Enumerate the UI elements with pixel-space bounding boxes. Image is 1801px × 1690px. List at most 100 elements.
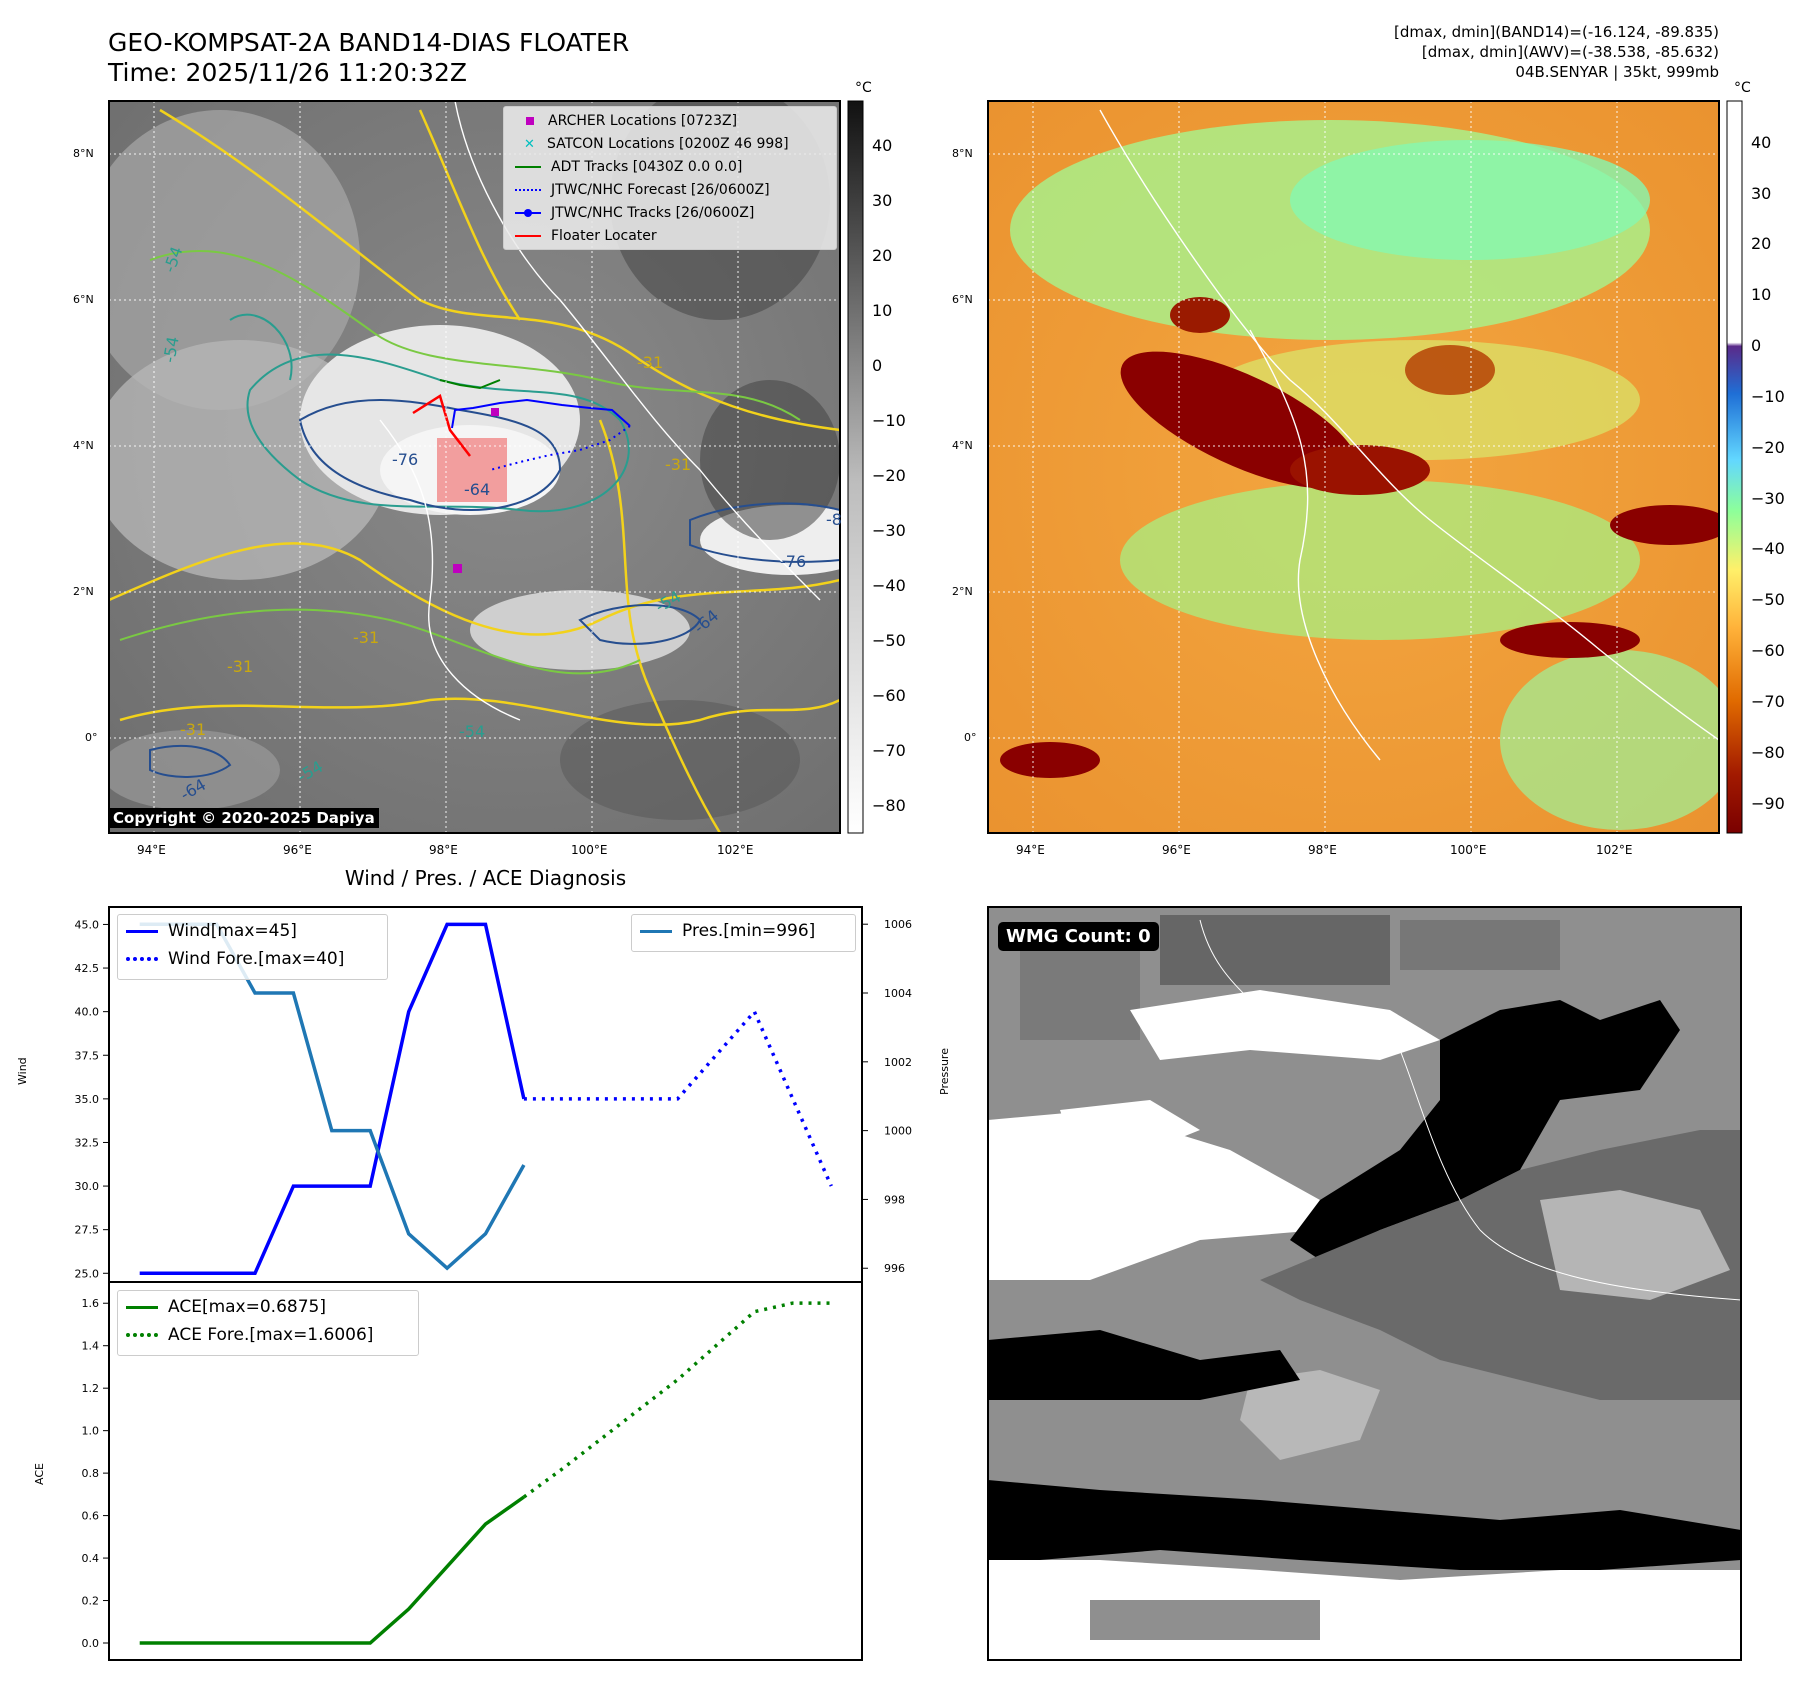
legend-label: Wind Fore.[max=40] bbox=[168, 949, 345, 969]
contour-label: -31 bbox=[227, 657, 254, 676]
solid-line-icon bbox=[126, 1305, 158, 1309]
ir-colorbar-tick: −60 bbox=[872, 686, 906, 706]
legend-label: ARCHER Locations [0723Z] bbox=[548, 113, 738, 129]
awv-lat-label: 2°N bbox=[952, 585, 973, 598]
awv-colorbar-tick: −70 bbox=[1751, 691, 1785, 711]
ir-map-frame bbox=[108, 100, 841, 834]
legend-item-archer: ARCHER Locations [0723Z] bbox=[512, 113, 737, 129]
legend-label: ADT Tracks [0430Z 0.0 0.0] bbox=[551, 159, 743, 175]
legend-item-adt: ADT Tracks [0430Z 0.0 0.0] bbox=[512, 159, 742, 175]
ir-colorbar-tick: −80 bbox=[872, 796, 906, 816]
ir-lat-label: 6°N bbox=[73, 293, 94, 306]
legend-item-pressure: Pres.[min=996] bbox=[640, 921, 815, 941]
y-tick-label: 42.5 bbox=[75, 962, 100, 975]
awv-gridlines bbox=[988, 101, 1719, 833]
y-tick-label: 1.4 bbox=[82, 1340, 100, 1353]
legend-label: ACE[max=0.6875] bbox=[168, 1297, 326, 1317]
awv-colorbar-tick: 30 bbox=[1751, 183, 1772, 203]
y-tick-label: 35.0 bbox=[75, 1093, 100, 1106]
awv-colorbar-tick: −30 bbox=[1751, 488, 1785, 508]
contour-label: -31 bbox=[665, 455, 692, 474]
y-right-tick-label: 998 bbox=[884, 1193, 905, 1206]
awv-lon-label: 98°E bbox=[1308, 843, 1337, 857]
legend-item-ace-forecast: ACE Fore.[max=1.6006] bbox=[126, 1325, 373, 1345]
y-right-tick-label: 1000 bbox=[884, 1125, 912, 1138]
y-right-tick-label: 1004 bbox=[884, 987, 912, 1000]
legend-label: SATCON Locations [0200Z 46 998] bbox=[547, 136, 789, 152]
ir-lon-label: 100°E bbox=[571, 843, 608, 857]
figure-info: [dmax, dmin](BAND14)=(-16.124, -89.835) … bbox=[1394, 22, 1719, 82]
figure-title: GEO-KOMPSAT-2A BAND14-DIAS FLOATER Time:… bbox=[108, 28, 629, 88]
ir-colorbar-tick: −70 bbox=[872, 741, 906, 761]
ir-colorbar-tick: 0 bbox=[872, 356, 883, 376]
legend-label: ACE Fore.[max=1.6006] bbox=[168, 1325, 374, 1345]
y-tick-label: 0.0 bbox=[82, 1637, 100, 1650]
x-marker-icon: ✕ bbox=[524, 137, 535, 152]
awv-colorbar-tick: 20 bbox=[1751, 234, 1772, 254]
diagnosis-title: Wind / Pres. / ACE Diagnosis bbox=[344, 866, 627, 890]
legend-label: Floater Locater bbox=[551, 228, 657, 244]
awv-lat-label: 4°N bbox=[952, 439, 973, 452]
pressure-axis-label: Pressure bbox=[938, 1048, 951, 1095]
legend-item-wind-forecast: Wind Fore.[max=40] bbox=[126, 949, 344, 969]
ir-lat-label: 2°N bbox=[73, 585, 94, 598]
ir-lon-label: 96°E bbox=[283, 843, 312, 857]
awv-lat-label: 8°N bbox=[952, 147, 973, 160]
dotted-line-icon bbox=[515, 189, 541, 191]
title-line-1: GEO-KOMPSAT-2A BAND14-DIAS FLOATER bbox=[108, 28, 630, 57]
awv-lon-label: 96°E bbox=[1162, 843, 1191, 857]
legend-item-ace: ACE[max=0.6875] bbox=[126, 1297, 326, 1317]
y-tick-label: 0.4 bbox=[82, 1552, 100, 1565]
awv-colorbar-tick: −80 bbox=[1751, 742, 1785, 762]
ace-frame bbox=[108, 1281, 863, 1661]
y-right-tick-label: 996 bbox=[884, 1262, 905, 1275]
line-marker-icon bbox=[515, 235, 541, 237]
y-tick-label: 25.0 bbox=[75, 1267, 100, 1280]
contour-label: -54 bbox=[459, 722, 486, 741]
awv-colorbar-tick: −90 bbox=[1751, 793, 1785, 813]
pressure-legend: Pres.[min=996] bbox=[631, 914, 856, 952]
contour-label: -76 bbox=[780, 552, 807, 571]
awv-lon-label: 100°E bbox=[1450, 843, 1487, 857]
ace-fore-series-line bbox=[522, 1301, 832, 1499]
legend-item-forecast: JTWC/NHC Forecast [26/0600Z] bbox=[512, 182, 770, 198]
info-line-1: [dmax, dmin](BAND14)=(-16.124, -89.835) bbox=[1394, 23, 1719, 41]
dotted-line-icon bbox=[126, 1333, 158, 1337]
wind-series-line bbox=[139, 922, 526, 1276]
solid-line-icon bbox=[126, 929, 158, 933]
contour-label: -76 bbox=[392, 450, 419, 469]
y-tick-label: 0.8 bbox=[82, 1467, 100, 1480]
legend-label: Wind[max=45] bbox=[168, 921, 297, 941]
y-tick-label: 1.2 bbox=[82, 1382, 100, 1395]
awv-colorbar-tick: 10 bbox=[1751, 285, 1772, 305]
wind-axis-label: Wind bbox=[16, 1057, 29, 1085]
legend-label: JTWC/NHC Tracks [26/0600Z] bbox=[551, 205, 755, 221]
y-right-tick-label: 1006 bbox=[884, 918, 912, 931]
ir-lat-label: 8°N bbox=[73, 147, 94, 160]
ir-colorbar-tick: 30 bbox=[872, 191, 893, 211]
awv-colorbar-unit: °C bbox=[1734, 80, 1751, 96]
awv-colorbar-tick: −60 bbox=[1751, 641, 1785, 660]
wmg-map bbox=[987, 906, 1742, 1661]
ir-lat-label: 4°N bbox=[73, 439, 94, 452]
awv-colorbar-tick: −50 bbox=[1751, 590, 1785, 610]
wind-legend: Wind[max=45] Wind Fore.[max=40] bbox=[117, 914, 388, 980]
copyright-badge: Copyright © 2020-2025 Dapiya bbox=[109, 808, 379, 828]
contour-label: -64 bbox=[464, 480, 491, 499]
ir-lat-label: 0° bbox=[85, 731, 98, 744]
y-tick-label: 40.0 bbox=[75, 1006, 100, 1019]
awv-colorbar-tick: −20 bbox=[1751, 437, 1785, 457]
y-tick-label: 1.6 bbox=[82, 1297, 100, 1310]
y-right-tick-label: 1002 bbox=[884, 1056, 912, 1069]
ir-colorbar-unit: °C bbox=[855, 80, 872, 96]
legend-item-floater: Floater Locater bbox=[512, 228, 657, 244]
awv-colorbar-tick: −40 bbox=[1751, 539, 1785, 559]
y-tick-label: 1.0 bbox=[82, 1425, 100, 1438]
awv-map bbox=[988, 101, 1719, 833]
y-tick-label: 37.5 bbox=[75, 1049, 100, 1062]
ir-colorbar bbox=[847, 100, 864, 834]
awv-lat-label: 6°N bbox=[952, 293, 973, 306]
ir-lon-label: 102°E bbox=[717, 843, 754, 857]
contour-label: -31 bbox=[353, 628, 380, 647]
legend-item-tracks: JTWC/NHC Tracks [26/0600Z] bbox=[512, 205, 754, 221]
